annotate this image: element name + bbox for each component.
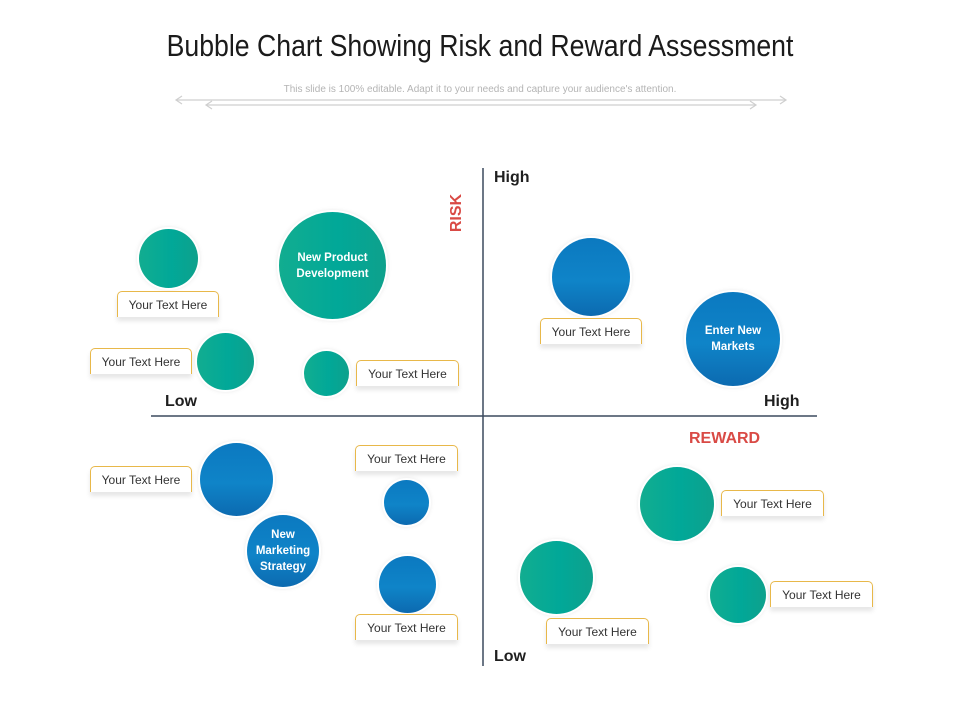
arrowhead-right-top: [779, 95, 788, 105]
arrowhead-left-bottom: [204, 100, 213, 110]
bubble: [200, 443, 273, 516]
bubble: [304, 351, 349, 396]
bubble: [139, 229, 198, 288]
text-label: Your Text Here: [770, 581, 873, 607]
x-axis-high-label: High: [764, 393, 800, 410]
bubble-new-product-development: New Product Development: [279, 212, 386, 319]
bubble: [640, 467, 714, 541]
bubble: [710, 567, 766, 623]
x-axis-name: REWARD: [689, 430, 761, 447]
slide-subtitle: This slide is 100% editable. Adapt it to…: [283, 84, 677, 95]
bubble: [520, 541, 593, 614]
bubble: [197, 333, 254, 390]
text-label: Your Text Here: [355, 445, 458, 471]
text-label: Your Text Here: [540, 318, 642, 344]
text-label: Your Text Here: [90, 466, 192, 492]
text-label: Your Text Here: [721, 490, 824, 516]
bubble: [379, 556, 436, 613]
text-label: Your Text Here: [355, 614, 458, 640]
text-label: Your Text Here: [356, 360, 459, 386]
slide-title: Bubble Chart Showing Risk and Reward Ass…: [166, 28, 794, 63]
text-label: Your Text Here: [117, 291, 219, 317]
arrowhead-right-bottom: [749, 100, 758, 110]
y-axis-name: RISK: [448, 193, 466, 233]
bubble: [384, 480, 429, 525]
y-axis-high-label: High: [494, 169, 530, 186]
text-label: Your Text Here: [546, 618, 649, 644]
x-axis-low-label: Low: [165, 393, 197, 410]
bubble-enter-new-markets: Enter New Markets: [686, 292, 780, 386]
bubble: [552, 238, 630, 316]
y-axis-low-label: Low: [494, 648, 526, 665]
arrowhead-left-top: [174, 95, 183, 105]
text-label: Your Text Here: [90, 348, 192, 374]
bubble-new-marketing-strategy: New Marketing Strategy: [247, 515, 319, 587]
